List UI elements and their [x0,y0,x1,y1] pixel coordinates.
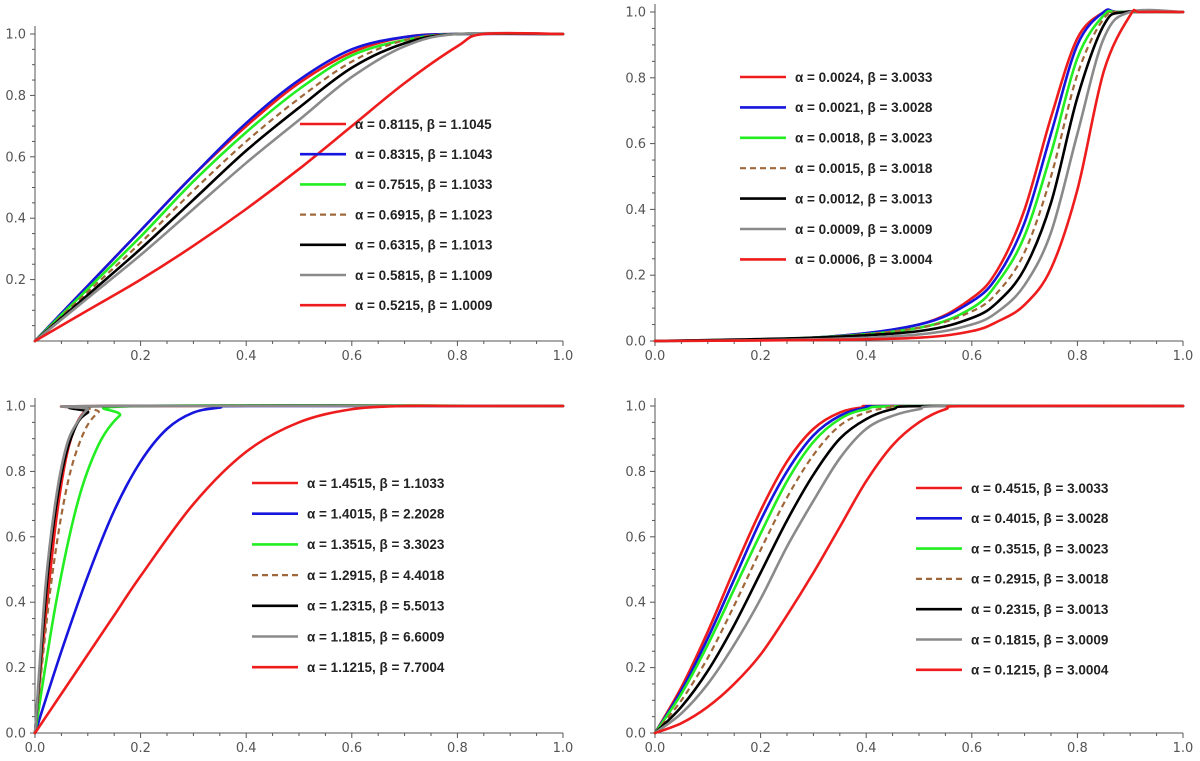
series-line-1 [33,404,565,735]
x-tick-label: 0.2 [750,741,771,756]
legend-label: α = 0.1815, β = 3.0009 [971,632,1108,647]
x-tick-label: 0.4 [856,741,877,756]
chart-panel-4: 0.0 0.2 0.4 0.6 0.8 1.0 0.0 0.2 0.4 0.6 0.8 1.0 α = … [625,398,1193,756]
x-tick-label: 0.6 [961,349,982,364]
y-tick-label: 0.8 [5,465,26,480]
series-line-4 [654,10,1184,343]
x-tick-label: 1.0 [1173,741,1194,756]
legend-label: α = 1.4015, β = 2.2028 [307,507,445,522]
legend-label: α = 0.3515, β = 3.0023 [971,541,1109,556]
x-tick-label: 0.2 [750,349,771,364]
y-tick-label: 0.4 [5,212,26,227]
legend-label: α = 0.0024, β = 3.0033 [795,70,933,85]
y-tick-label: 1.0 [625,6,646,21]
y-tick-label: 0.4 [5,596,26,611]
series-line-2 [33,404,565,735]
series-line-5 [33,404,565,735]
y-tick-label: 0.0 [625,727,646,742]
series-line-4 [654,404,1184,734]
y-tick-label: 0.4 [625,203,646,218]
y-tick-label: 0.2 [625,661,646,676]
x-tick-label: 0.0 [645,741,666,756]
x-tick-label: 0.0 [25,741,46,756]
y-tick-label: 0.8 [5,89,26,104]
y-tick-label: 0.2 [5,661,26,676]
y-tick-label: 1.0 [5,400,26,415]
legend-label: α = 0.2315, β = 3.0013 [971,602,1109,617]
legend-label: α = 0.6315, β = 1.1013 [355,238,493,253]
series-line-5 [653,9,1185,343]
legend-label: α = 0.6915, β = 1.1023 [355,207,493,222]
x-tick-label: 0.4 [236,741,257,756]
y-tick-label: 0.6 [5,530,26,545]
x-tick-label: 0.4 [856,349,877,364]
legend-label: α = 1.2915, β = 4.4018 [307,568,445,583]
legend-label: α = 0.4015, β = 3.0028 [971,511,1109,526]
legend: α = 0.8115, β = 1.1045 α = 0.8315, β = 1.… [300,117,493,313]
series-line-6 [653,404,1185,735]
y-tick-label: 1.0 [625,400,646,415]
legend-label: α = 0.0012, β = 3.0013 [795,191,933,206]
legend-label: α = 0.8115, β = 1.1045 [355,117,492,132]
legend-label: α = 0.2915, β = 3.0018 [971,572,1109,587]
x-tick-label: 1.0 [553,349,574,364]
series-line-7 [33,404,565,735]
legend-label: α = 0.1215, β = 3.0004 [971,663,1109,678]
legend-label: α = 0.5215, β = 1.0009 [355,298,492,313]
x-tick-label: 0.6 [961,741,982,756]
y-tick-label: 0.8 [625,465,646,480]
legend-label: α = 0.0021, β = 3.0028 [795,100,933,115]
x-tick-label: 0.0 [645,349,666,364]
y-tick-label: 0.2 [625,269,646,284]
y-tick-label: 0.6 [625,530,646,545]
y-tick-label: 0.4 [625,596,646,611]
x-tick-label: 0.4 [236,349,257,364]
x-tick-label: 0.8 [1067,741,1088,756]
y-tick-label: 0.0 [5,727,26,742]
legend-label: α = 1.1215, β = 7.7004 [307,660,445,675]
legend-label: α = 0.0009, β = 3.0009 [795,222,932,237]
y-tick-label: 0.0 [625,335,646,350]
x-tick-label: 1.0 [1173,349,1194,364]
legend-label: α = 0.0015, β = 3.0018 [795,161,933,176]
series-line-7 [653,8,1185,343]
y-tick-label: 0.6 [625,137,646,152]
x-tick-label: 0.2 [130,741,151,756]
legend-label: α = 1.3515, β = 3.3023 [307,537,445,552]
chart-panel-2: 0.0 0.2 0.4 0.6 0.8 1.0 0.0 0.2 0.4 0.6 0.8 1.0 α = … [625,4,1193,364]
series-line-3 [33,403,565,735]
y-tick-label: 0.6 [5,150,26,165]
legend-label: α = 0.4515, β = 3.0033 [971,481,1109,496]
x-tick-label: 0.2 [130,349,151,364]
x-tick-label: 0.8 [1067,349,1088,364]
legend: α = 0.0024, β = 3.0033 α = 0.0021, β = 3.… [740,70,933,267]
legend-label: α = 0.8315, β = 1.1043 [355,147,493,162]
y-tick-label: 0.2 [5,273,26,288]
chart-panel-3: 0.0 0.2 0.4 0.6 0.8 1.0 0.0 0.2 0.4 0.6 0.8 1.0 α = … [5,398,573,756]
x-tick-label: 1.0 [553,741,574,756]
x-tick-label: 0.6 [341,741,362,756]
series-line-5 [653,404,1185,735]
series-line-6 [33,31,565,343]
legend-label: α = 0.0006, β = 3.0004 [795,252,933,267]
x-tick-label: 0.6 [341,349,362,364]
legend-label: α = 1.4515, β = 1.1033 [307,476,445,491]
series-line-7 [33,31,565,343]
legend: α = 0.4515, β = 3.0033 α = 0.4015, β = 3.… [916,481,1109,678]
legend-label: α = 1.1815, β = 6.6009 [307,629,444,644]
series-line-7 [653,404,1185,735]
series-line-6 [33,404,565,735]
x-tick-label: 0.8 [447,349,468,364]
legend-label: α = 0.7515, β = 1.1033 [355,177,493,192]
legend-label: α = 1.2315, β = 5.5013 [307,599,445,614]
legend-label: α = 0.0018, β = 3.0023 [795,131,933,146]
y-tick-label: 1.0 [5,28,26,43]
y-tick-label: 0.8 [625,71,646,86]
x-tick-label: 0.8 [447,741,468,756]
chart-panel-1: 0.2 0.4 0.6 0.8 1.0 0.2 0.4 0.6 0.8 1.0 α = 0.8115… [5,26,573,364]
legend-label: α = 0.5815, β = 1.1009 [355,268,492,283]
legend: α = 1.4515, β = 1.1033 α = 1.4015, β = 2.… [252,476,445,675]
series-line-4 [33,404,564,734]
